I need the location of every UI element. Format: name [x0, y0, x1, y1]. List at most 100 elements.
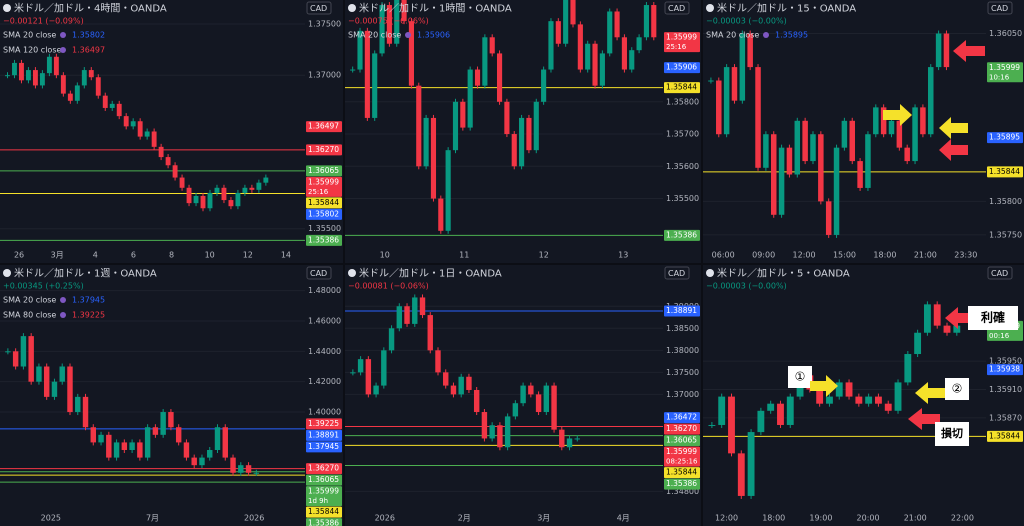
annotation: 損切: [941, 426, 963, 440]
chart-title: 米ドル／加ドル・5・OANDA: [717, 267, 850, 280]
candle: [520, 385, 526, 404]
candle: [489, 37, 495, 54]
price-tag: [987, 62, 1023, 83]
x-tick-label: 06:00: [712, 251, 735, 260]
currency: CAD: [668, 269, 685, 278]
candle: [474, 69, 481, 86]
candle: [350, 69, 356, 71]
price-tag-label: 1.35999: [308, 177, 339, 186]
candle: [526, 117, 532, 151]
candle: [381, 350, 387, 386]
candle: [739, 33, 746, 101]
x-tick-label: 2026: [244, 514, 264, 523]
candle: [482, 37, 488, 86]
candle: [214, 427, 221, 451]
candle: [416, 85, 422, 167]
currency-box: [306, 266, 332, 280]
price-tag-label: 1.36065: [308, 166, 339, 175]
y-tick-label: 1.34800: [666, 487, 699, 496]
indicator-icon: [60, 297, 66, 303]
candle: [109, 103, 115, 108]
candle: [497, 425, 503, 448]
candle: [747, 33, 753, 68]
price-tag: [306, 429, 342, 441]
candle: [222, 427, 228, 458]
currency: CAD: [668, 4, 685, 13]
candle: [32, 70, 38, 86]
candle: [737, 453, 745, 496]
candle: [466, 376, 472, 390]
indicator-value: 1.36497: [72, 46, 105, 55]
candle: [473, 389, 480, 413]
chart-title: 米ドル／加ドル・4時間・OANDA: [14, 2, 167, 15]
indicator-name: SMA 80 close: [3, 311, 56, 320]
candle: [235, 192, 241, 207]
label-box: [968, 306, 1018, 330]
candle: [59, 366, 65, 382]
candle: [95, 77, 101, 96]
price-tag-label: 1.38891: [308, 430, 339, 439]
arrow: [915, 382, 945, 404]
y-tick-label: 1.40000: [308, 408, 341, 417]
price-tag-label: 1.35844: [666, 83, 697, 92]
price-tag-label: 1.35844: [308, 507, 339, 516]
candle: [443, 372, 449, 386]
chart-panel: 1.37500 1.37000 1.35500 26 3月 4 6 8 10 12 14 1.3649…: [0, 0, 343, 263]
x-tick-label: 12:00: [793, 251, 816, 260]
candle: [121, 442, 128, 451]
price-tag-label: 1.35386: [666, 230, 697, 239]
candle: [19, 62, 24, 81]
symbol-icon: [3, 4, 11, 12]
price-tag-label: 1.36270: [666, 424, 697, 433]
price-tag: [987, 132, 1023, 144]
candle: [621, 37, 627, 70]
candle: [460, 101, 466, 128]
price-tag: [306, 518, 342, 526]
candle: [607, 11, 613, 54]
price-tag-label: 1.35844: [989, 167, 1020, 176]
currency-box: [306, 1, 332, 15]
candle: [230, 457, 236, 473]
candle: [427, 315, 433, 351]
candle: [535, 394, 542, 413]
candle: [412, 297, 418, 324]
candle: [419, 297, 426, 316]
annotation: 利確: [981, 310, 1005, 325]
candle: [200, 195, 206, 209]
candle: [718, 396, 726, 425]
candle: [855, 396, 863, 404]
candle: [551, 385, 557, 430]
price-tag-label: 1.39225: [308, 419, 339, 428]
annotation: ②: [952, 382, 963, 396]
label-box: [788, 366, 812, 388]
chart-title: 米ドル／加ドル・15・OANDA: [717, 2, 856, 15]
candle: [372, 53, 378, 118]
price-tag: [664, 412, 700, 424]
indicator-name: SMA 20 close: [348, 31, 401, 40]
candle: [574, 438, 580, 440]
candle: [481, 412, 488, 439]
candle: [102, 95, 108, 108]
candle: [708, 80, 714, 82]
candle: [923, 304, 931, 333]
indicator-name: SMA 20 close: [3, 31, 56, 40]
x-tick-label: 09:00: [752, 251, 775, 260]
candle: [914, 332, 922, 355]
candle: [228, 200, 234, 207]
candle: [81, 70, 87, 86]
price-tag-label: 1.35844: [666, 468, 697, 477]
indicator-icon: [763, 32, 769, 38]
candle: [770, 134, 777, 215]
x-tick-label: 22:00: [951, 514, 974, 523]
label-box: [945, 378, 969, 400]
candle: [763, 134, 769, 168]
price-tag-label: 1.35386: [666, 479, 697, 488]
candle: [123, 116, 129, 127]
price-tag: [306, 165, 342, 177]
candle: [528, 385, 534, 395]
candle: [452, 101, 459, 151]
label-box: [935, 422, 969, 446]
price-tag: [306, 144, 342, 156]
